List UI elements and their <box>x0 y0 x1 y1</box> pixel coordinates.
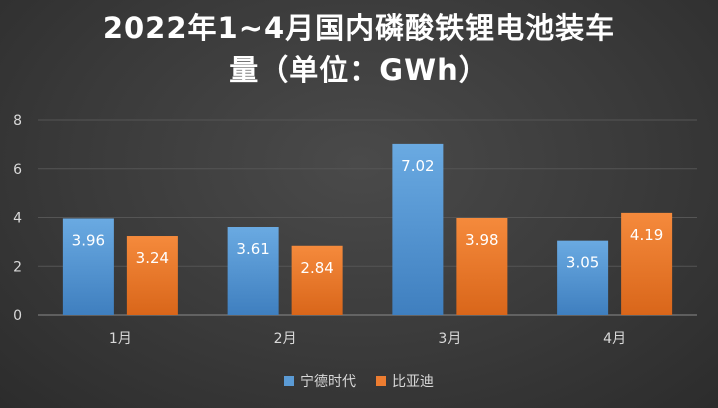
legend: 宁德时代 比亚迪 <box>0 371 718 391</box>
bar-catl <box>392 143 444 315</box>
legend-label-byd: 比亚迪 <box>392 374 434 390</box>
data-label: 3.96 <box>72 231 105 249</box>
y-axis-ticks: 0 2 4 6 8 <box>13 113 22 324</box>
legend-swatch-orange <box>376 376 386 386</box>
data-label: 3.24 <box>136 249 169 267</box>
y-tick-label: 6 <box>13 162 22 178</box>
bar-catl <box>227 227 279 315</box>
data-labels: 3.96 3.24 3.61 2.84 7.02 3.98 3.05 4.19 <box>72 157 664 277</box>
data-label: 4.19 <box>630 226 663 244</box>
y-tick-label: 0 <box>13 308 22 324</box>
data-label: 2.84 <box>300 259 333 277</box>
bar-byd <box>291 245 343 315</box>
x-tick-label: 1月 <box>109 331 132 347</box>
y-tick-label: 4 <box>13 211 22 227</box>
bar-catl <box>557 240 609 315</box>
legend-item-catl: 宁德时代 <box>284 371 356 391</box>
y-tick-label: 8 <box>13 113 22 129</box>
legend-swatch-blue <box>284 376 294 386</box>
data-label: 7.02 <box>401 157 434 175</box>
data-label: 3.61 <box>236 240 269 258</box>
bars <box>62 143 673 315</box>
bar-byd <box>456 217 508 315</box>
x-tick-label: 2月 <box>274 331 297 347</box>
chart-title-line-1: 2022年1~4月国内磷酸铁锂电池装车 <box>102 11 616 45</box>
legend-item-byd: 比亚迪 <box>376 371 434 391</box>
x-tick-label: 4月 <box>603 331 626 347</box>
legend-label-catl: 宁德时代 <box>300 374 356 390</box>
y-tick-label: 2 <box>13 259 22 275</box>
data-label: 3.05 <box>566 254 599 272</box>
bar-byd <box>126 236 178 315</box>
chart-title-line-2: 量（单位：GWh） <box>229 53 489 87</box>
bar-byd <box>621 212 673 315</box>
x-axis-ticks: 1月 2月 3月 4月 <box>109 331 626 347</box>
x-tick-label: 3月 <box>438 331 461 347</box>
bar-catl <box>62 218 114 315</box>
data-label: 3.98 <box>465 231 498 249</box>
